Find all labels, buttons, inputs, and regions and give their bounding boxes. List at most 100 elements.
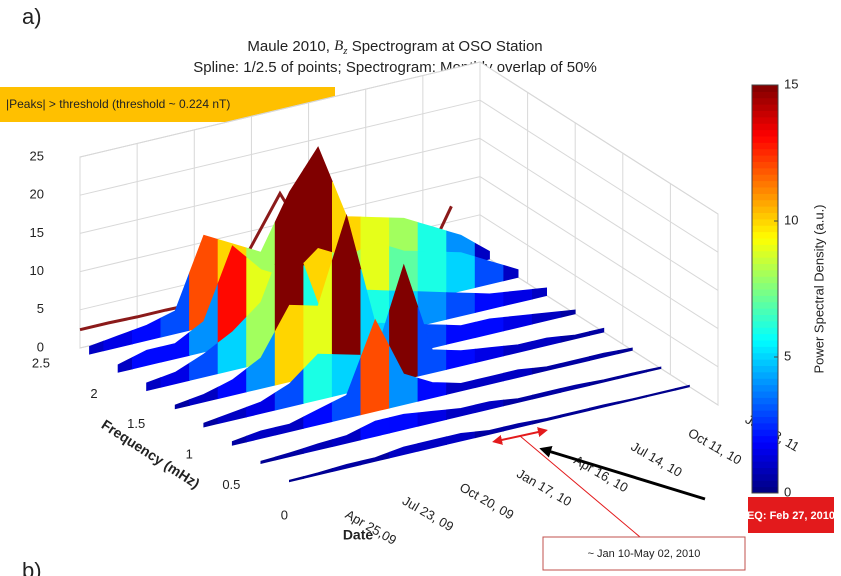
colorbar-cell xyxy=(752,295,778,303)
z-tick-label: 25 xyxy=(30,148,44,163)
ridge-segment xyxy=(303,401,333,429)
y-tick-label: 2 xyxy=(90,386,97,401)
ridge-segment xyxy=(274,447,305,461)
colorbar-frame xyxy=(751,84,779,494)
colorbar-cell xyxy=(752,187,778,194)
ridge-segment xyxy=(531,387,562,400)
colorbar-cell xyxy=(752,365,778,373)
ridge-segment xyxy=(389,412,419,434)
ridge-segment xyxy=(131,346,162,370)
colorbar-cell xyxy=(752,416,778,424)
ridge-segment xyxy=(217,316,248,375)
colorbar-cell xyxy=(752,123,778,131)
ridge-segment xyxy=(503,340,533,357)
x-tick-label: Oct 11, 10 xyxy=(686,425,745,467)
ridge-segment xyxy=(531,311,562,325)
ridge-segment xyxy=(446,348,476,370)
ridge-segment xyxy=(560,407,590,418)
colorbar-cell xyxy=(752,155,778,162)
colorbar-cell xyxy=(752,289,778,296)
ridge-segment xyxy=(417,307,448,377)
ridge-segment xyxy=(160,331,190,363)
x-tick-label: Jul 14, 10 xyxy=(628,439,684,480)
ridge-segment xyxy=(303,467,333,479)
grid-line xyxy=(479,176,719,330)
ridge-segment xyxy=(303,353,333,404)
y-tick-label: 0 xyxy=(281,507,288,522)
colorbar-cell xyxy=(752,276,778,284)
x-tick-label: Oct 20, 09 xyxy=(457,479,516,522)
ridge-segment xyxy=(503,394,533,407)
ridge-segment xyxy=(503,367,533,382)
chart-subtitle: Spline: 1/2.5 of points; Spectrogram: Mo… xyxy=(193,59,597,76)
ridge-segment xyxy=(474,345,505,364)
grid-line xyxy=(479,61,719,215)
colorbar-cell xyxy=(752,333,778,341)
ridge-segment xyxy=(531,362,562,375)
colorbar-cell xyxy=(752,180,778,188)
panel-label: a) xyxy=(22,4,42,29)
ridge-segment xyxy=(474,291,505,314)
colorbar-cell xyxy=(752,257,778,264)
ridge-segment xyxy=(388,443,419,459)
ridge-segment xyxy=(531,336,562,350)
colorbar-cell xyxy=(752,148,778,156)
colorbar-cell xyxy=(752,359,778,366)
eq-arrow xyxy=(539,446,706,501)
ridge-segment xyxy=(560,309,576,318)
ridge-segment xyxy=(389,346,419,409)
ridge-segment xyxy=(217,406,248,425)
ridge-segment xyxy=(446,321,476,345)
threshold-note: |Peaks| > threshold (threshold ~ 0.224 n… xyxy=(6,97,230,111)
ridge-segment xyxy=(674,384,690,391)
colorbar-cell xyxy=(752,167,778,175)
ridge-segment xyxy=(474,372,505,389)
grid-line xyxy=(479,214,719,368)
colorbar-tick-label: 15 xyxy=(784,76,798,91)
ridge-segment xyxy=(246,392,276,418)
colorbar-cell xyxy=(752,91,778,99)
y-tick-label: 0.5 xyxy=(222,477,240,492)
ridge-segment xyxy=(417,291,448,327)
colorbar-tick-label: 0 xyxy=(784,484,791,499)
ridge-segment xyxy=(560,331,590,343)
colorbar-cell xyxy=(752,301,778,309)
ridge-segment xyxy=(160,272,190,338)
ridge-segment xyxy=(646,388,676,398)
ridge-segment xyxy=(474,256,505,289)
colorbar-cell xyxy=(752,480,778,488)
colorbar-cell xyxy=(752,136,778,143)
colorbar-cell xyxy=(752,429,778,437)
ridge-segment xyxy=(503,264,519,282)
colorbar-cell xyxy=(752,231,778,239)
ridge-segment xyxy=(589,350,619,362)
ridge-segment xyxy=(503,313,533,332)
ridge-segment xyxy=(474,426,505,439)
colorbar-cell xyxy=(752,320,778,328)
x-axis-title: Date xyxy=(343,527,374,543)
ridge-segment xyxy=(203,417,219,428)
ridge-segment xyxy=(103,329,133,352)
title-subscript: z xyxy=(342,45,348,57)
colorbar-title: Power Spectral Density (a.u.) xyxy=(811,204,826,373)
title-symbol: B xyxy=(334,38,343,54)
colorbar-cell xyxy=(752,206,778,213)
colorbar-cell xyxy=(752,225,778,233)
title-text: Spectrogram at OSO Station xyxy=(348,38,543,55)
z-tick-label: 0 xyxy=(37,339,44,354)
colorbar-cell xyxy=(752,467,778,475)
grid-line xyxy=(79,61,481,158)
y-tick-label: 1 xyxy=(186,447,193,462)
ridge-segment xyxy=(189,342,219,381)
ridge-segment xyxy=(503,420,533,432)
ridge-segment xyxy=(160,362,190,388)
ridge-segment xyxy=(503,288,533,307)
eq-box xyxy=(748,497,834,533)
grid-line xyxy=(479,99,719,253)
x-tick-label: Jan 17, 10 xyxy=(514,466,574,509)
colorbar-cell xyxy=(752,473,778,481)
ridge-segment xyxy=(303,439,333,454)
ridge-segment xyxy=(274,367,305,411)
ridge-segment xyxy=(474,316,505,339)
